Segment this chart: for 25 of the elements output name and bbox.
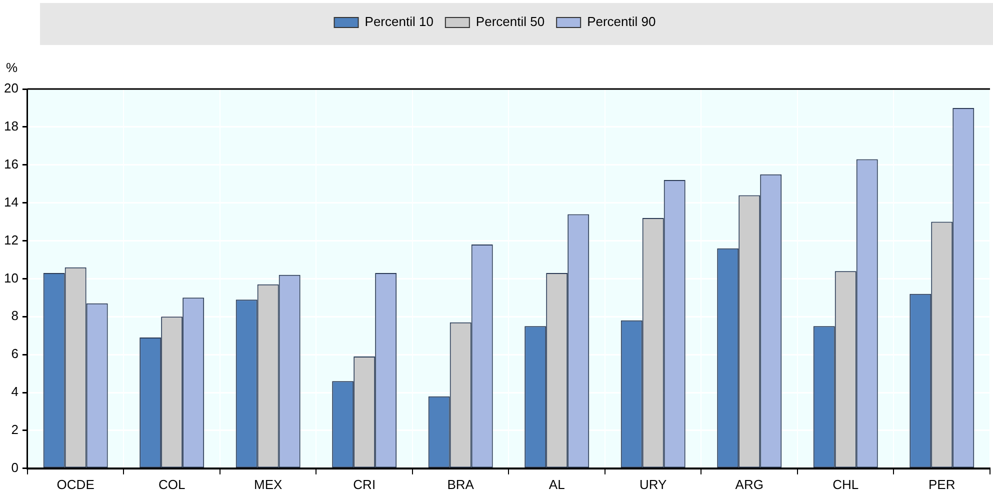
y-tick-label: 0 [11,460,18,475]
x-tick-label: PER [928,476,956,492]
x-tick-label: OCDE [56,476,95,492]
y-tick-label: 2 [11,422,18,438]
y-axis-title: % [6,60,18,76]
x-tick-label: CHL [832,476,859,492]
y-tick-label: 12 [4,232,18,248]
y-tick-label: 20 [4,80,18,96]
y-tick-label: 10 [4,270,18,286]
x-tick-label: BRA [447,476,474,492]
x-tick-label: AL [548,476,565,492]
y-tick-label: 14 [4,194,18,210]
x-tick-label: ARG [735,476,764,492]
y-tick-label: 6 [11,346,18,362]
legend-label: Percentil 10 [364,14,434,30]
x-tick-label: MEX [254,476,283,492]
x-tick-label: URY [640,476,668,492]
y-tick-label: 16 [4,156,18,172]
y-tick-label: 18 [4,118,18,134]
legend-label: Percentil 90 [587,14,656,30]
x-tick-label: CRI [353,476,376,492]
legend-label: Percentil 50 [476,14,545,30]
y-tick-label: 8 [11,308,18,324]
x-tick-label: COL [158,476,186,492]
y-tick-label: 4 [11,384,18,400]
